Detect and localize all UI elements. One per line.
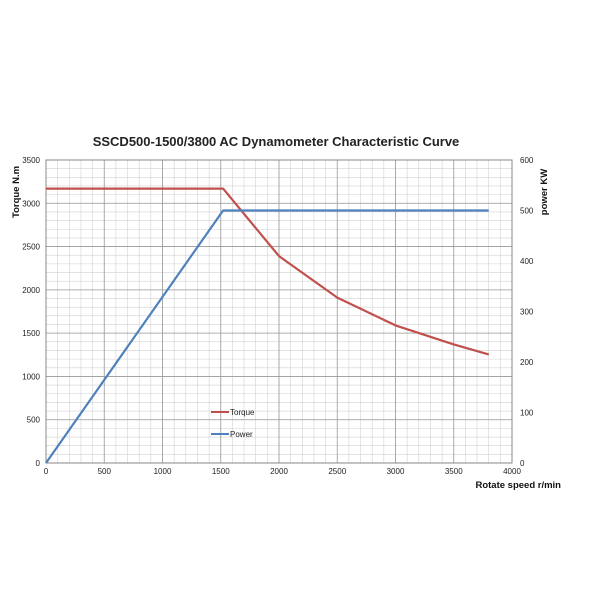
x-tick-label: 1500	[212, 467, 230, 476]
y-left-tick-label: 2500	[22, 243, 40, 252]
y-axis-right-label: power KW	[539, 169, 550, 215]
grid	[45, 159, 513, 464]
y-left-tick-label: 1000	[22, 372, 40, 381]
y-right-tick-label: 0	[520, 459, 525, 468]
x-tick-label: 500	[98, 467, 112, 476]
y-axis-left-label: Torque N.m	[11, 166, 22, 218]
chart-title: SSCD500-1500/3800 AC Dynamometer Charact…	[93, 134, 460, 149]
y-left-tick-label: 2000	[22, 286, 40, 295]
y-right-tick-label: 600	[520, 156, 534, 165]
power-series-line	[45, 209, 489, 464]
y-left-tick-label: 1500	[22, 329, 40, 338]
x-tick-label: 4000	[503, 467, 521, 476]
y-left-tick-label: 3000	[22, 199, 40, 208]
axes	[45, 159, 513, 464]
tick-labels: 0 500 1000 1500 2000 2500 3000 3500 400005001000…	[22, 156, 534, 476]
x-tick-label: 2000	[270, 467, 288, 476]
series-lines	[45, 187, 490, 464]
x-tick-label: 2500	[328, 467, 346, 476]
y-left-tick-label: 500	[27, 416, 41, 425]
torque-legend-label: Torque	[230, 408, 255, 417]
x-tick-label: 0	[44, 467, 49, 476]
x-tick-label: 3000	[387, 467, 405, 476]
y-right-tick-label: 500	[520, 207, 534, 216]
y-left-tick-label: 3500	[22, 156, 40, 165]
y-right-tick-label: 200	[520, 358, 534, 367]
plot-frame	[45, 159, 513, 464]
y-right-tick-label: 400	[520, 257, 534, 266]
power-legend-label: Power	[230, 430, 253, 439]
torque-series-line	[46, 187, 490, 356]
x-axis-label: Rotate speed r/min	[475, 480, 561, 491]
y-right-tick-label: 100	[520, 409, 534, 418]
y-left-tick-label: 0	[36, 459, 41, 468]
x-tick-label: 1000	[154, 467, 172, 476]
x-tick-label: 3500	[445, 467, 463, 476]
y-right-tick-label: 300	[520, 308, 534, 317]
legend: Torque Power	[211, 408, 255, 439]
